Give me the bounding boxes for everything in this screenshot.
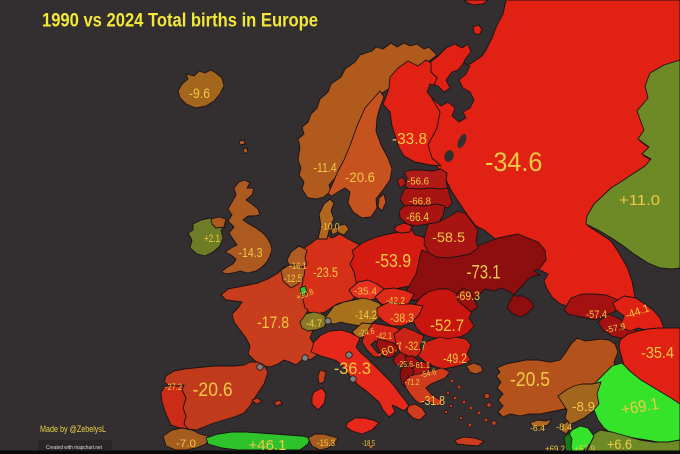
svg-text:-54.6: -54.6: [419, 366, 437, 380]
svg-text:-33.8: -33.8: [392, 131, 427, 148]
svg-text:-57.9: -57.9: [605, 321, 627, 335]
svg-text:-10.0: -10.0: [321, 222, 340, 233]
svg-text:Created with mapchart.net: Created with mapchart.net: [46, 445, 102, 451]
svg-text:-23.5: -23.5: [313, 265, 338, 280]
svg-text:-16.1: -16.1: [290, 261, 307, 272]
svg-text:-4.7: -4.7: [306, 318, 322, 330]
svg-text:-58.5: -58.5: [432, 229, 465, 245]
svg-text:-35.4: -35.4: [641, 345, 674, 362]
svg-text:-18.5: -18.5: [362, 439, 375, 448]
svg-text:-69.3: -69.3: [456, 289, 480, 303]
svg-text:-7.0: -7.0: [176, 438, 196, 450]
svg-text:-15.3: -15.3: [317, 438, 335, 448]
svg-text:-66.8: -66.8: [409, 197, 431, 208]
svg-text:-57.4: -57.4: [586, 309, 607, 321]
svg-text:-8.9: -8.9: [572, 399, 595, 414]
svg-text:+6.6: +6.6: [607, 437, 632, 452]
svg-text:-14.3: -14.3: [239, 246, 263, 260]
svg-text:-35.4: -35.4: [354, 286, 377, 298]
svg-text:+2.1: +2.1: [204, 233, 220, 245]
svg-text:-12.5: -12.5: [284, 273, 302, 285]
svg-text:-17.8: -17.8: [257, 313, 289, 332]
svg-text:1990 vs 2024 Total births in E: 1990 vs 2024 Total births in Europe: [42, 10, 318, 32]
svg-text:-53.9: -53.9: [375, 250, 411, 271]
svg-text:-9.6: -9.6: [189, 86, 210, 101]
svg-text:-11.4: -11.4: [314, 161, 337, 175]
svg-text:-56.6: -56.6: [407, 177, 429, 188]
svg-text:+46.1: +46.1: [249, 437, 287, 454]
svg-text:+69.2: +69.2: [545, 444, 565, 454]
svg-text:-38.3: -38.3: [390, 313, 414, 325]
svg-text:-34.6: -34.6: [485, 147, 543, 177]
svg-text:-42.2: -42.2: [386, 296, 405, 307]
svg-text:-32.7: -32.7: [405, 341, 426, 353]
svg-text:-8.4: -8.4: [556, 422, 572, 433]
svg-text:-20.6: -20.6: [345, 170, 375, 185]
svg-text:+57.9: +57.9: [574, 444, 595, 454]
svg-text:-6.4: -6.4: [530, 423, 545, 433]
svg-text:-49.2: -49.2: [443, 351, 467, 366]
svg-text:Made by @ZebelysL: Made by @ZebelysL: [40, 424, 106, 434]
svg-text:-14.2: -14.2: [355, 310, 377, 322]
svg-text:-71.2: -71.2: [405, 377, 420, 387]
svg-text:-27.2: -27.2: [165, 382, 182, 392]
svg-text:-24.6: -24.6: [358, 326, 375, 339]
svg-text:-20.5: -20.5: [510, 369, 550, 391]
svg-text:-20.6: -20.6: [193, 380, 233, 401]
svg-text:-66.4: -66.4: [406, 212, 430, 224]
svg-text:-52.7: -52.7: [430, 317, 464, 335]
svg-text:-61.1: -61.1: [413, 360, 430, 370]
svg-text:-73.1: -73.1: [467, 262, 501, 284]
svg-text:-31.8: -31.8: [421, 394, 445, 408]
svg-text:-36.3: -36.3: [334, 359, 371, 378]
svg-text:-42.1: -42.1: [376, 331, 392, 341]
svg-text:-25.6: -25.6: [397, 359, 413, 369]
svg-text:+11.0: +11.0: [619, 192, 660, 209]
